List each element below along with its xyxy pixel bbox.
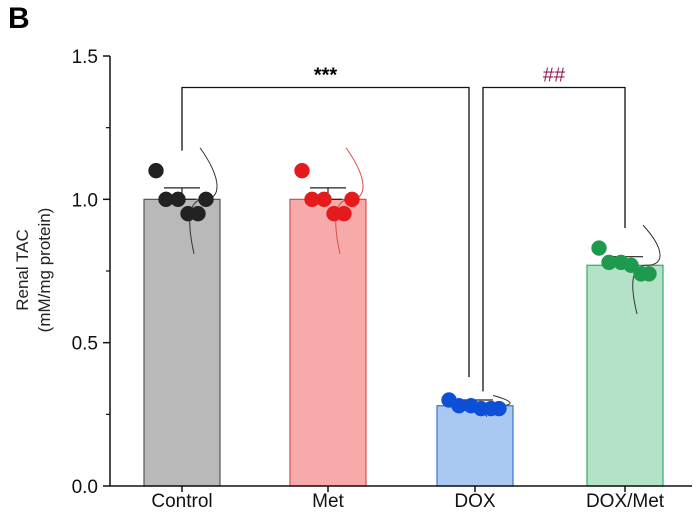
x-tick-label: DOX: [454, 491, 496, 512]
data-point: [316, 191, 332, 208]
density-curve: [632, 224, 661, 315]
y-tick-label: 1.0: [72, 190, 98, 211]
bar-dox: [436, 405, 514, 487]
y-axis-label-line: (mM/mg protein): [35, 208, 54, 333]
bar-dox-met: [586, 264, 664, 487]
y-tick-label: 0.0: [72, 477, 98, 498]
x-tick-label: Met: [312, 491, 344, 512]
y-axis-label-line: Renal TAC: [13, 229, 32, 311]
y-tick-label: 1.5: [72, 47, 98, 68]
data-point: [491, 400, 507, 417]
bar-control: [143, 198, 221, 487]
significance-bracket: [181, 86, 470, 378]
significance-bracket: [482, 86, 626, 392]
data-point: [170, 191, 186, 208]
y-tick-label: 0.5: [72, 334, 98, 355]
significance-label: ***: [314, 65, 338, 87]
x-tick-label: Control: [151, 491, 212, 512]
data-point: [198, 191, 214, 208]
data-point: [294, 162, 310, 179]
data-point: [641, 266, 657, 282]
y-axis-label: Renal TAC (mM/mg protein): [13, 208, 54, 333]
bar-met: [289, 198, 367, 487]
data-point: [591, 240, 607, 256]
data-point: [190, 205, 206, 222]
significance-label: ##: [543, 65, 566, 87]
panel-label: B: [8, 2, 30, 35]
data-point: [336, 205, 352, 222]
data-point: [344, 191, 360, 208]
data-point: [148, 162, 164, 179]
x-tick-label: DOX/Met: [586, 491, 665, 512]
data-point: [623, 257, 639, 274]
